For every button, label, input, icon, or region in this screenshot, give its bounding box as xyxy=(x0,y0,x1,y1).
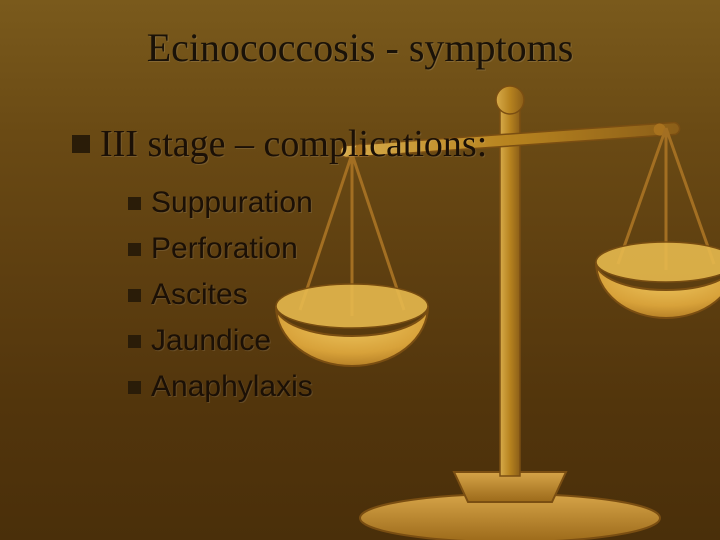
sub-item-text: Suppuration xyxy=(151,186,313,220)
square-bullet-icon xyxy=(128,335,141,348)
balance-scale-icon xyxy=(0,0,720,540)
square-bullet-icon xyxy=(128,243,141,256)
sub-bullet-list: Suppuration Perforation Ascites Jaundice… xyxy=(128,186,313,404)
square-bullet-icon xyxy=(128,289,141,302)
square-bullet-icon xyxy=(128,197,141,210)
list-item: Anaphylaxis xyxy=(128,370,313,404)
sub-item-text: Perforation xyxy=(151,232,298,266)
list-item: Jaundice xyxy=(128,324,313,358)
list-item: Ascites xyxy=(128,278,313,312)
main-item-text: III stage – complications: xyxy=(100,122,487,166)
main-bullet-item: III stage – complications: xyxy=(72,122,487,166)
list-item: Perforation xyxy=(128,232,313,266)
sub-item-text: Ascites xyxy=(151,278,248,312)
list-item: Suppuration xyxy=(128,186,313,220)
slide-title: Ecinococcosis - symptoms xyxy=(0,24,720,71)
sub-item-text: Anaphylaxis xyxy=(151,370,313,404)
square-bullet-icon xyxy=(128,381,141,394)
slide: Ecinococcosis - symptoms III stage – com… xyxy=(0,0,720,540)
sub-item-text: Jaundice xyxy=(151,324,271,358)
square-bullet-icon xyxy=(72,135,90,153)
